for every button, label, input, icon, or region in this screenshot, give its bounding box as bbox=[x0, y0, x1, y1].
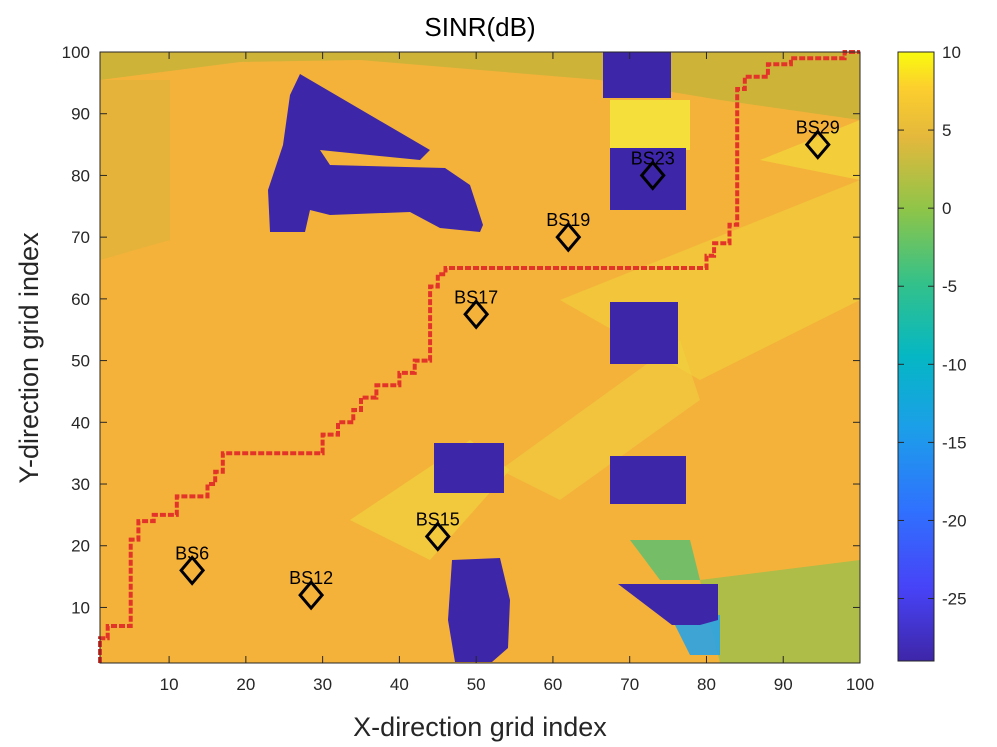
coverage-hole-upper-left bbox=[268, 74, 483, 232]
base-station-marker bbox=[179, 555, 206, 586]
colorbar-tick-label: -10 bbox=[942, 355, 967, 374]
y-tick-label: 50 bbox=[71, 352, 90, 371]
axes-box bbox=[99, 51, 861, 664]
y-tick-label: 80 bbox=[71, 166, 90, 185]
x-tick-label: 100 bbox=[846, 675, 874, 694]
y-tick-label: 70 bbox=[71, 228, 90, 247]
heatmap-region-left-band bbox=[100, 80, 170, 260]
heatmap-region-bright-corridor-4 bbox=[500, 340, 700, 500]
y-tick-label: 10 bbox=[71, 598, 90, 617]
x-tick-label: 60 bbox=[543, 675, 562, 694]
y-tick-label: 60 bbox=[71, 290, 90, 309]
coverage-hole-bottom-right bbox=[618, 584, 718, 625]
y-axis-label: Y-direction grid index bbox=[14, 232, 44, 484]
heatmap-region-low-sinr-right bbox=[700, 560, 860, 663]
sinr-heatmap bbox=[100, 52, 860, 663]
x-tick-label: 20 bbox=[236, 675, 255, 694]
base-station-layer: BS6 BS12 BS15 BS17 BS19 BS23 BS29 bbox=[175, 118, 840, 611]
x-tick-label: 30 bbox=[313, 675, 332, 694]
colorbar-tick-label: -20 bbox=[942, 511, 967, 530]
colorbar-tick-label: -25 bbox=[942, 590, 967, 609]
coverage-hole-center-right-upper bbox=[610, 148, 686, 210]
heatmap-region-bright-corridor-5 bbox=[610, 100, 690, 150]
colorbar-tick-label: 10 bbox=[942, 43, 961, 62]
route-path bbox=[98, 50, 860, 663]
y-tick-label: 90 bbox=[71, 105, 90, 124]
heatmap-region-low-sinr-band bbox=[630, 540, 700, 580]
base-station-label: BS23 bbox=[631, 148, 675, 168]
base-station-marker bbox=[804, 129, 831, 160]
y-tick-label: 30 bbox=[71, 475, 90, 494]
y-tick-label: 100 bbox=[62, 43, 90, 62]
base-station-marker bbox=[463, 298, 490, 330]
x-axis-ticks: 10 20 30 40 50 60 70 80 90 100 bbox=[160, 52, 874, 694]
x-tick-label: 40 bbox=[390, 675, 409, 694]
colorbar-tick-label: -15 bbox=[942, 433, 967, 452]
coverage-hole-bottom-center bbox=[448, 558, 510, 662]
colorbar-ticks: 10 5 0 -5 -10 -15 -20 -25 bbox=[898, 43, 967, 609]
base-station-label: BS12 bbox=[289, 568, 333, 588]
y-tick-label: 20 bbox=[71, 537, 90, 556]
coverage-hole-center-right-middle bbox=[610, 302, 678, 364]
colorbar-tick-label: 0 bbox=[942, 199, 951, 218]
base-station-label: BS15 bbox=[416, 509, 460, 529]
colorbar-tick-label: 5 bbox=[942, 121, 951, 140]
base-station-label: BS17 bbox=[454, 287, 498, 307]
base-station-label: BS29 bbox=[796, 118, 840, 138]
colorbar-tick-label: -5 bbox=[942, 277, 957, 296]
chart-title: SINR(dB) bbox=[424, 12, 535, 42]
y-tick-label: 40 bbox=[71, 413, 90, 432]
base-station-label: BS19 bbox=[546, 210, 590, 230]
base-station-marker bbox=[639, 160, 666, 191]
y-axis-ticks: 10 20 30 40 50 60 70 80 90 100 bbox=[62, 43, 860, 617]
x-tick-label: 80 bbox=[697, 675, 716, 694]
base-station-marker bbox=[424, 521, 451, 552]
base-station-label: BS6 bbox=[175, 543, 209, 563]
colorbar: 10 5 0 -5 -10 -15 -20 -25 bbox=[897, 43, 967, 662]
base-station-marker bbox=[298, 579, 325, 611]
x-axis-label: X-direction grid index bbox=[353, 712, 607, 742]
coverage-hole-top-center bbox=[603, 52, 671, 98]
x-tick-label: 10 bbox=[160, 675, 179, 694]
base-station-marker bbox=[555, 221, 582, 253]
coverage-hole-center bbox=[434, 443, 504, 493]
coverage-hole-center-right-lower bbox=[610, 456, 686, 504]
x-tick-label: 50 bbox=[467, 675, 486, 694]
x-tick-label: 90 bbox=[774, 675, 793, 694]
colorbar-gradient bbox=[897, 51, 935, 662]
x-tick-label: 70 bbox=[620, 675, 639, 694]
